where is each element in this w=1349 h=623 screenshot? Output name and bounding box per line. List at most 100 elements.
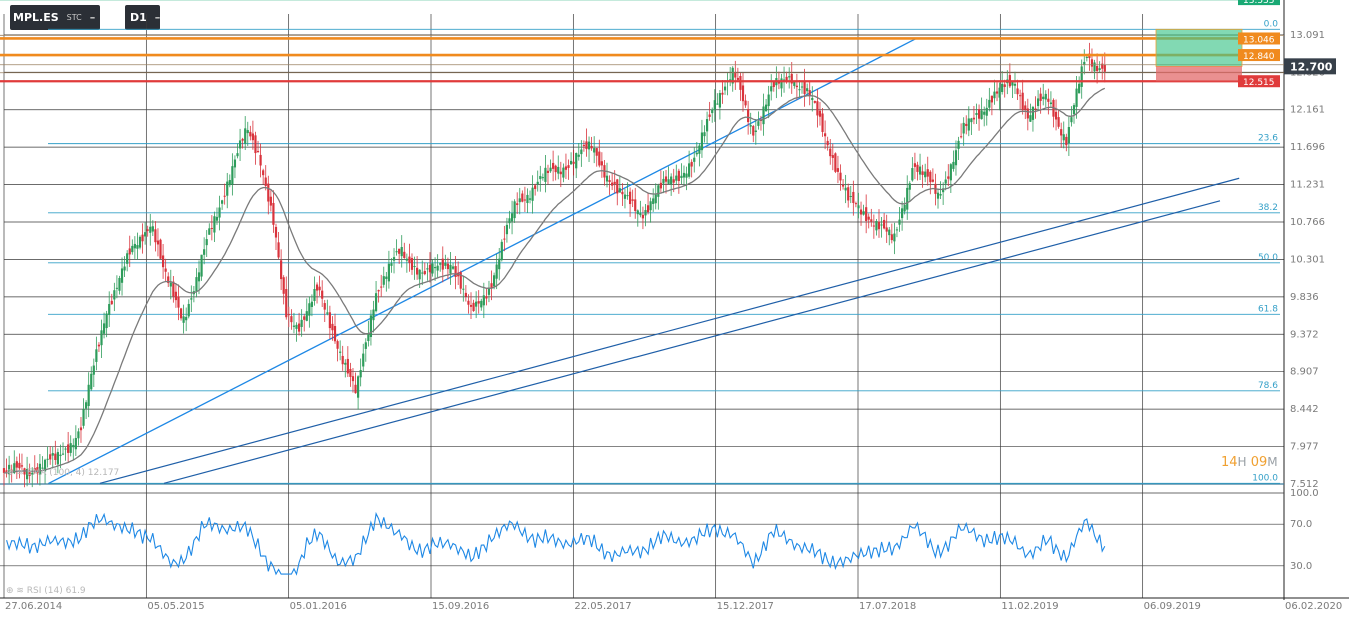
candle-body bbox=[77, 431, 80, 439]
candle-body bbox=[382, 276, 385, 285]
candle-body bbox=[218, 207, 221, 218]
candle-body bbox=[59, 454, 62, 457]
candle-body bbox=[795, 85, 798, 88]
candle-body bbox=[659, 182, 662, 189]
trendline bbox=[48, 38, 916, 484]
candle-body bbox=[1093, 62, 1096, 72]
x-tick-label: 06.09.2019 bbox=[1144, 601, 1201, 612]
candle-body bbox=[890, 234, 893, 241]
candle-body bbox=[197, 272, 201, 282]
timeframe-menu-icon[interactable]: – bbox=[154, 11, 161, 24]
candle-body bbox=[788, 76, 791, 78]
candle-body bbox=[67, 444, 70, 453]
candle-body bbox=[349, 368, 352, 377]
symbol-menu-icon[interactable]: – bbox=[89, 11, 96, 24]
candle-body bbox=[698, 145, 701, 154]
candle-body bbox=[944, 179, 947, 184]
candle-body bbox=[241, 138, 244, 141]
candle-body bbox=[990, 95, 993, 103]
candle-body bbox=[844, 187, 847, 191]
candle-body bbox=[172, 281, 175, 297]
candle-body bbox=[82, 409, 85, 426]
candle-body bbox=[439, 263, 442, 265]
y-tick-label: 8.442 bbox=[1290, 404, 1319, 415]
candle-body bbox=[808, 90, 811, 96]
candle-body bbox=[395, 251, 398, 253]
x-tick-label: 17.07.2018 bbox=[859, 601, 916, 612]
candle-body bbox=[764, 104, 768, 112]
candle-body bbox=[605, 175, 609, 182]
candle-body bbox=[1101, 63, 1104, 69]
price-label-bg bbox=[1238, 75, 1280, 88]
candle-body bbox=[1083, 61, 1086, 65]
candle-body bbox=[131, 245, 134, 253]
candle-body bbox=[900, 208, 904, 219]
candle-body bbox=[870, 219, 873, 222]
candle-body bbox=[1054, 111, 1058, 120]
candle-body bbox=[713, 100, 716, 111]
candle-body bbox=[675, 175, 678, 181]
candle-body bbox=[444, 263, 447, 266]
timeframe-label: D1 bbox=[130, 11, 147, 24]
candle-body bbox=[1075, 88, 1078, 107]
fib-level-label: 61.8 bbox=[1258, 304, 1278, 314]
candle-body bbox=[859, 209, 863, 215]
candle-body bbox=[657, 185, 660, 197]
candle-body bbox=[880, 224, 883, 226]
candle-body bbox=[390, 263, 393, 266]
y-tick-label: 9.836 bbox=[1290, 292, 1319, 303]
candle-body bbox=[74, 437, 77, 450]
candle-body bbox=[649, 201, 652, 211]
candle-body bbox=[123, 266, 126, 271]
candle-body bbox=[839, 172, 842, 181]
candle-body bbox=[921, 171, 924, 175]
candle-body bbox=[269, 196, 272, 206]
candle-body bbox=[813, 101, 816, 103]
candle-body bbox=[1003, 84, 1006, 87]
candle-body bbox=[564, 166, 568, 170]
candle-body bbox=[1080, 66, 1083, 87]
candle-body bbox=[906, 187, 909, 210]
candle-body bbox=[800, 86, 804, 88]
candle-body bbox=[102, 323, 106, 334]
candle-body bbox=[110, 300, 113, 305]
reward-zone bbox=[1155, 28, 1243, 67]
candle-body bbox=[757, 121, 760, 126]
candle-body bbox=[321, 290, 324, 299]
candle-body bbox=[749, 125, 752, 127]
candle-body bbox=[631, 199, 634, 201]
candle-body bbox=[700, 132, 704, 151]
candle-body bbox=[1072, 105, 1076, 115]
candle-body bbox=[985, 107, 988, 116]
candle-body bbox=[913, 163, 917, 167]
candle-body bbox=[1036, 98, 1040, 107]
candle-body bbox=[903, 204, 906, 212]
symbol-label: MPL.ES bbox=[13, 11, 59, 24]
candle-body bbox=[505, 224, 509, 235]
candle-body bbox=[272, 202, 275, 225]
candle-body bbox=[431, 263, 434, 274]
candle-body bbox=[954, 150, 958, 166]
candle-body bbox=[672, 179, 675, 183]
candle-body bbox=[92, 365, 95, 375]
candle-body bbox=[816, 101, 819, 116]
candle-body bbox=[718, 93, 722, 108]
candle-body bbox=[526, 194, 529, 204]
candle-body bbox=[328, 312, 331, 329]
candle-body bbox=[377, 290, 380, 292]
timeframe-selector[interactable]: D1 – bbox=[125, 5, 160, 30]
symbol-selector[interactable]: MPL.ES STC – bbox=[10, 5, 100, 30]
candle-body bbox=[95, 349, 98, 362]
candles-group bbox=[2, 42, 1106, 488]
candle-body bbox=[5, 470, 8, 473]
candle-body bbox=[13, 463, 16, 474]
candle-body bbox=[156, 240, 160, 245]
candle-body bbox=[908, 183, 911, 190]
candle-body bbox=[141, 234, 144, 242]
candle-body bbox=[482, 295, 485, 306]
candle-body bbox=[1057, 117, 1060, 127]
candle-body bbox=[362, 353, 365, 367]
candle-body bbox=[895, 229, 899, 231]
candle-body bbox=[857, 205, 860, 209]
